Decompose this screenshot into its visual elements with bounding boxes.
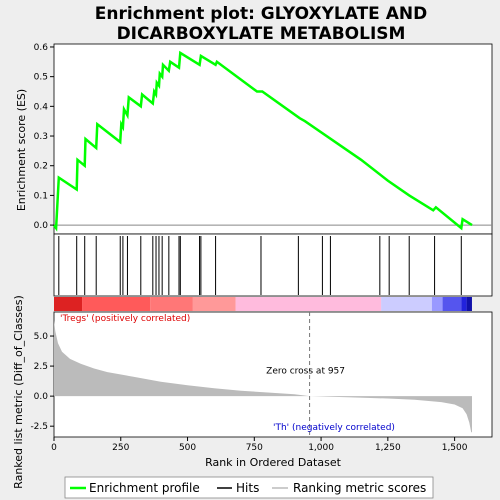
metric-y-axis-label: Ranked list metric (Diff_of_Classes) (12, 295, 25, 489)
chart-title-line2: DICARBOXYLATE METABOLISM (117, 24, 406, 44)
es-y-tick-label: 0.2 (34, 162, 48, 172)
chart-title-line1: Enrichment plot: GLYOXYLATE AND (95, 4, 427, 24)
color-bar-segment (235, 297, 382, 311)
zero-cross-label: Zero cross at 957 (266, 366, 345, 376)
x-axis-label: Rank in Ordered Dataset (205, 456, 342, 469)
positive-class-label: 'Tregs' (positively correlated) (60, 314, 190, 324)
legend-box (64, 476, 434, 499)
color-bar-segment (82, 297, 151, 311)
legend-label-enrichment-profile: Enrichment profile (89, 481, 200, 495)
metric-panel (53, 311, 493, 438)
es-y-tick-label: 0.4 (34, 102, 49, 112)
metric-y-tick-label: -2.5 (30, 422, 48, 432)
x-tick-label: 250 (112, 443, 129, 453)
enrichment-profile-line (52, 50, 473, 232)
x-tick-label: 1,500 (442, 443, 468, 453)
color-bar-segment (150, 297, 193, 311)
es-y-tick-label: 0.3 (34, 132, 48, 142)
x-tick-label: 1,000 (308, 443, 334, 453)
es-y-tick-label: 0.5 (34, 73, 48, 83)
legend-label-ranking-metric: Ranking metric scores (293, 481, 426, 495)
metric-y-tick-label: 5.0 (34, 332, 49, 342)
es-y-tick-label: 0.6 (34, 43, 49, 53)
color-bar-segment (466, 297, 472, 311)
color-bar-segment (192, 297, 236, 311)
x-tick-label: 500 (179, 443, 196, 453)
es-y-axis-label: Enrichment score (ES) (15, 89, 28, 211)
color-bar-segment (461, 297, 467, 311)
es-y-tick-label: 0.1 (34, 191, 48, 201)
color-bar-segment (54, 297, 83, 311)
x-tick-label: 0 (51, 443, 57, 453)
metric-y-tick-label: 2.5 (34, 362, 48, 372)
color-bar-segment (381, 297, 432, 311)
metric-y-tick-label: 0.0 (34, 392, 49, 402)
negative-class-label: 'Th' (negatively correlated) (273, 423, 395, 433)
legend-label-hits: Hits (236, 481, 259, 495)
es-y-tick-label: 0.0 (34, 221, 49, 231)
hits-panel (53, 233, 493, 297)
x-tick-label: 1,250 (375, 443, 401, 453)
x-tick-label: 750 (246, 443, 263, 453)
color-bar-segment (442, 297, 462, 311)
color-bar-segment (431, 297, 443, 311)
